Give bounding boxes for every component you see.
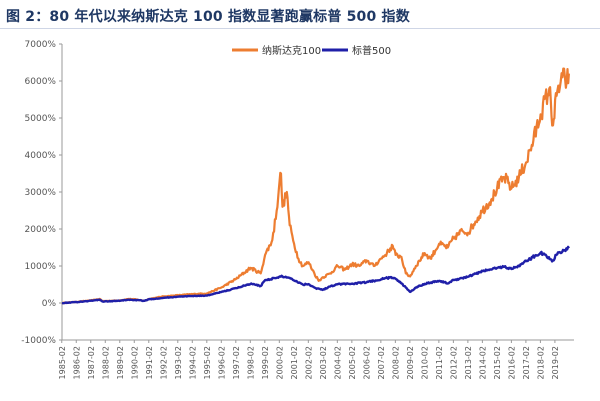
x-tick-label: 2015-02: [493, 346, 502, 379]
x-axis: 1985-02 1986-02 1987-02 1988-02 1989-02 1990-…: [58, 340, 560, 379]
x-tick-label: 1987-02: [87, 346, 96, 379]
y-tick-label: 2000%: [25, 225, 57, 235]
x-tick-label: 2008-02: [391, 346, 400, 379]
y-tick-label: 7000%: [25, 40, 57, 50]
x-tick-label: 2019-02: [551, 346, 560, 379]
x-tick-label: 1992-02: [159, 346, 168, 379]
x-tick-label: 2000-02: [275, 346, 284, 379]
x-tick-label: 1989-02: [116, 346, 125, 379]
x-tick-label: 2006-02: [362, 346, 371, 379]
x-tick-label: 2009-02: [406, 346, 415, 379]
x-tick-label: 1985-02: [58, 346, 67, 379]
x-tick-label: 1996-02: [217, 346, 226, 379]
x-tick-label: 1997-02: [232, 346, 241, 379]
x-tick-label: 1991-02: [145, 346, 154, 379]
x-tick-label: 2012-02: [449, 346, 458, 379]
x-tick-label: 1999-02: [261, 346, 270, 379]
y-tick-label: 1000%: [25, 262, 57, 272]
x-tick-label: 1995-02: [203, 346, 212, 379]
series-line-sp500: [61, 245, 570, 305]
x-tick-label: 2003-02: [319, 346, 328, 379]
y-tick-label: 3000%: [25, 188, 57, 198]
x-tick-label: 2002-02: [304, 346, 313, 379]
title-divider: [0, 28, 600, 29]
x-tick-label: 1998-02: [246, 346, 255, 379]
series-layer: [61, 67, 570, 305]
y-tick-label: 4000%: [25, 151, 57, 161]
y-axis: -1000% 0% 1000% 2000% 3000% 4000% 5000% 6000% 70…: [21, 40, 62, 346]
x-tick-label: 1994-02: [188, 346, 197, 379]
x-tick-label: 1990-02: [130, 346, 139, 379]
x-tick-label: 2010-02: [420, 346, 429, 379]
x-tick-label: 2007-02: [377, 346, 386, 379]
chart-legend: 纳斯达克100 标普500: [232, 44, 391, 57]
legend-label: 标普500: [352, 44, 391, 57]
x-tick-label: 2013-02: [464, 346, 473, 379]
x-tick-label: 2014-02: [478, 346, 487, 379]
y-tick-label: 5000%: [25, 114, 57, 124]
x-tick-label: 2005-02: [348, 346, 357, 379]
y-tick-label: -1000%: [21, 336, 56, 346]
y-tick-label: 0%: [42, 299, 57, 309]
x-tick-label: 2004-02: [333, 346, 342, 379]
x-tick-label: 2011-02: [435, 346, 444, 379]
x-tick-label: 1993-02: [174, 346, 183, 379]
y-tick-label: 6000%: [25, 77, 57, 87]
x-tick-label: 2017-02: [522, 346, 531, 379]
figure-title: 图 2：80 年代以来纳斯达克 100 指数显著跑赢标普 500 指数: [6, 9, 410, 25]
x-tick-label: 2016-02: [507, 346, 516, 379]
x-tick-label: 2018-02: [536, 346, 545, 379]
x-tick-label: 2001-02: [290, 346, 299, 379]
x-tick-label: 1988-02: [101, 346, 110, 379]
legend-label: 纳斯达克100: [262, 44, 321, 57]
x-tick-label: 1986-02: [72, 346, 81, 379]
